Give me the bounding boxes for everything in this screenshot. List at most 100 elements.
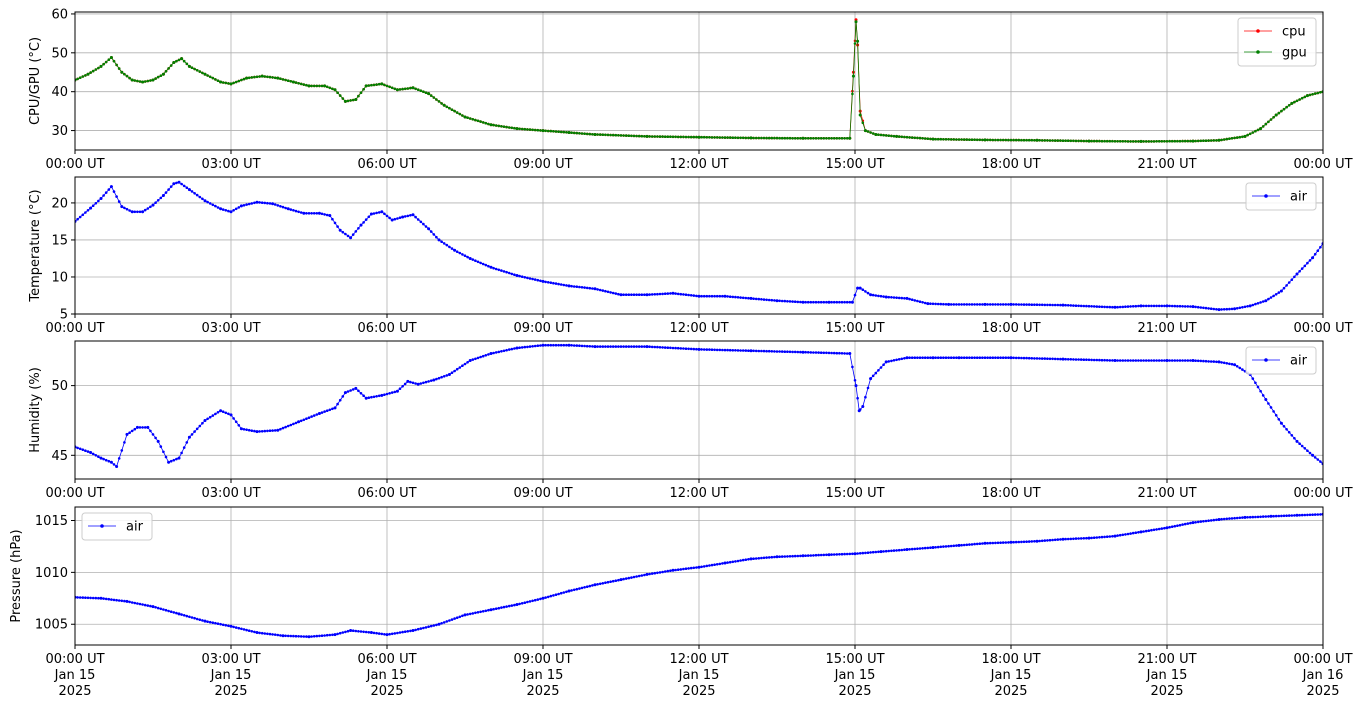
data-point-air — [1209, 307, 1213, 311]
data-point-gpu — [227, 82, 230, 85]
data-point-air — [1298, 513, 1301, 517]
data-point-air — [676, 346, 680, 350]
data-point-air — [331, 633, 334, 637]
data-point-air — [767, 349, 771, 353]
data-point-air — [645, 345, 649, 349]
data-point-air — [198, 195, 202, 199]
data-point-air — [97, 199, 100, 203]
data-point-gpu — [175, 59, 178, 63]
data-point-gpu — [159, 74, 163, 77]
data-point-air — [1173, 524, 1177, 528]
data-point-air — [528, 277, 532, 280]
data-point-air — [650, 293, 654, 296]
data-point-gpu — [1046, 139, 1049, 142]
data-point-air — [1279, 421, 1283, 425]
data-point-gpu — [1183, 139, 1187, 143]
data-point-air — [489, 608, 493, 612]
data-point-gpu — [978, 138, 982, 142]
data-point-air — [1313, 456, 1317, 459]
data-point-air — [385, 214, 389, 218]
data-point-air — [562, 283, 566, 287]
data-point-gpu — [136, 79, 139, 83]
data-point-air — [1285, 284, 1288, 287]
data-point-air — [463, 613, 467, 617]
data-point-air — [1248, 515, 1252, 519]
data-point-air — [1007, 541, 1010, 544]
data-point-air — [780, 350, 784, 353]
data-point-air — [364, 630, 368, 634]
data-point-gpu — [84, 74, 87, 77]
data-point-gpu — [731, 136, 735, 139]
data-point-air — [559, 591, 563, 595]
data-point-air — [908, 356, 911, 360]
data-point-gpu — [765, 136, 768, 140]
data-point-air — [770, 350, 774, 353]
data-point-air — [229, 624, 233, 628]
data-point-air — [227, 412, 230, 416]
data-point-air — [903, 357, 906, 360]
data-point-air — [411, 381, 415, 385]
data-point-air — [146, 425, 150, 429]
data-point-air — [575, 587, 579, 591]
data-point-air — [1264, 398, 1268, 401]
data-point-air — [666, 292, 670, 295]
data-point-air — [832, 300, 836, 304]
data-point-air — [1074, 537, 1078, 540]
data-point-gpu — [983, 138, 987, 142]
data-point-air — [869, 293, 873, 297]
data-point-air — [240, 627, 243, 631]
data-point-air — [510, 604, 514, 607]
data-point-air — [1264, 299, 1268, 303]
data-point-air — [955, 356, 958, 360]
data-point-air — [338, 631, 342, 635]
data-point-gpu — [310, 84, 313, 88]
data-point-gpu — [1269, 118, 1273, 121]
data-point-air — [580, 286, 584, 289]
data-point-air — [292, 209, 295, 212]
data-point-air — [684, 567, 688, 570]
data-point-air — [281, 205, 285, 209]
data-point-air — [882, 550, 885, 553]
data-point-gpu — [1064, 139, 1067, 142]
data-point-air — [1274, 514, 1278, 518]
data-point-air — [1319, 460, 1322, 463]
data-point-air — [414, 382, 417, 385]
data-point-air — [193, 430, 196, 433]
data-point-air — [180, 613, 183, 616]
data-point-air — [1186, 305, 1190, 308]
data-point-air — [767, 298, 771, 302]
data-point-air — [242, 428, 246, 431]
data-point-gpu — [1163, 140, 1166, 143]
data-point-air — [871, 550, 875, 554]
data-point-gpu — [832, 137, 836, 140]
data-point-air — [328, 408, 332, 412]
data-point-gpu — [1300, 96, 1304, 100]
data-point-air — [1282, 286, 1286, 290]
data-point-air — [650, 345, 654, 349]
data-point-air — [692, 347, 696, 351]
data-point-air — [645, 572, 649, 576]
data-point-air — [1269, 406, 1273, 409]
data-point-air — [996, 303, 1000, 306]
data-point-air — [645, 293, 649, 297]
data-point-air — [994, 356, 997, 360]
data-point-air — [271, 202, 275, 206]
data-point-air — [565, 590, 568, 594]
data-point-air — [1007, 303, 1010, 306]
data-point-air — [1251, 515, 1255, 519]
data-point-gpu — [123, 72, 126, 76]
data-point-air — [622, 293, 625, 297]
data-point-gpu — [258, 75, 261, 78]
data-point-air — [708, 564, 711, 567]
data-point-air — [1230, 362, 1234, 366]
data-point-gpu — [593, 133, 597, 136]
data-point-gpu — [601, 133, 605, 136]
data-point-gpu — [1290, 101, 1294, 105]
data-point-air — [1199, 520, 1203, 523]
data-point-gpu — [749, 136, 753, 140]
data-point-air — [682, 567, 685, 571]
data-point-air — [1082, 304, 1086, 308]
data-point-gpu — [458, 112, 462, 116]
x-tick-label: 03:00 UT — [201, 321, 260, 336]
data-point-gpu — [910, 136, 914, 139]
